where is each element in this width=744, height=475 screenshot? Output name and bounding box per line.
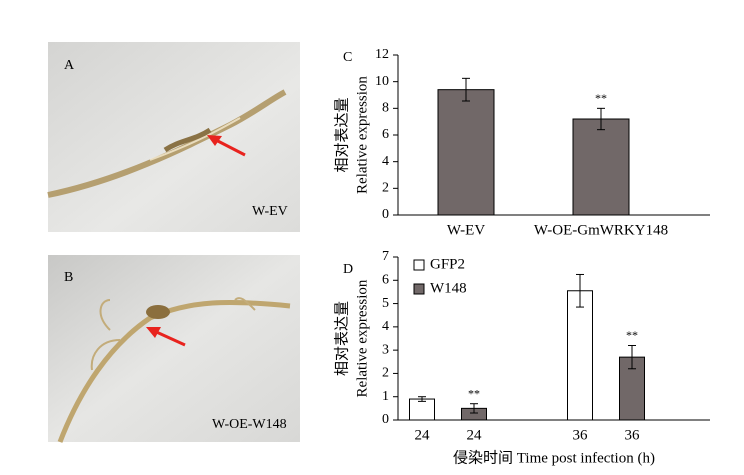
y-tick-label: 7 — [382, 249, 389, 264]
y-tick-label: 6 — [382, 127, 389, 142]
bar — [409, 398, 435, 421]
y-tick-label: 5 — [382, 296, 389, 311]
y-tick-label: 0 — [382, 412, 389, 427]
y-tick-label: 8 — [382, 101, 389, 116]
legend-swatch — [413, 259, 425, 271]
annotation: ** — [468, 386, 480, 400]
legend-label: W148 — [430, 280, 467, 296]
legend-swatch — [413, 283, 425, 295]
y-tick-label: 2 — [382, 181, 389, 196]
y-tick-label: 4 — [382, 319, 389, 334]
x-tick-label: W-OE-GmWRKY148 — [534, 222, 668, 238]
y-tick-label: 0 — [382, 207, 389, 222]
x-axis-label: 侵染时间 Time post infection (h) — [453, 449, 655, 466]
y-tick-label: 12 — [375, 47, 389, 62]
photo-a: A W-EV — [47, 42, 300, 232]
y-tick-label: 2 — [382, 366, 389, 381]
panel-label: A — [64, 58, 75, 73]
photo-caption: W-EV — [252, 204, 288, 219]
y-tick-label: 1 — [382, 389, 389, 404]
y-tick-label: 6 — [382, 273, 389, 288]
y-tick-label: 3 — [382, 342, 389, 357]
photo-caption: W-OE-W148 — [212, 417, 287, 432]
y-tick-label: 10 — [375, 74, 389, 89]
bar — [572, 118, 630, 216]
annotation: ** — [595, 91, 607, 105]
panel-label: D — [343, 262, 353, 277]
x-tick-label: 36 — [625, 427, 641, 443]
x-tick-label: 24 — [415, 427, 431, 443]
panel-label: C — [343, 50, 352, 65]
x-tick-label: W-EV — [447, 222, 485, 238]
bar — [567, 290, 593, 421]
y-axis-label: 相对表达量 — [333, 301, 350, 376]
panel-label: B — [64, 270, 73, 285]
y-tick-label: 4 — [382, 154, 389, 169]
y-axis-label: Relative expression — [354, 279, 370, 397]
photo-b: B W-OE-W148 — [48, 255, 300, 443]
x-tick-label: 36 — [573, 427, 589, 443]
legend-label: GFP2 — [430, 256, 465, 272]
y-axis-label: Relative expression — [354, 76, 370, 194]
bar — [437, 89, 495, 216]
annotation: ** — [626, 328, 638, 342]
x-tick-label: 24 — [467, 427, 483, 443]
y-axis-label: 相对表达量 — [333, 97, 350, 172]
